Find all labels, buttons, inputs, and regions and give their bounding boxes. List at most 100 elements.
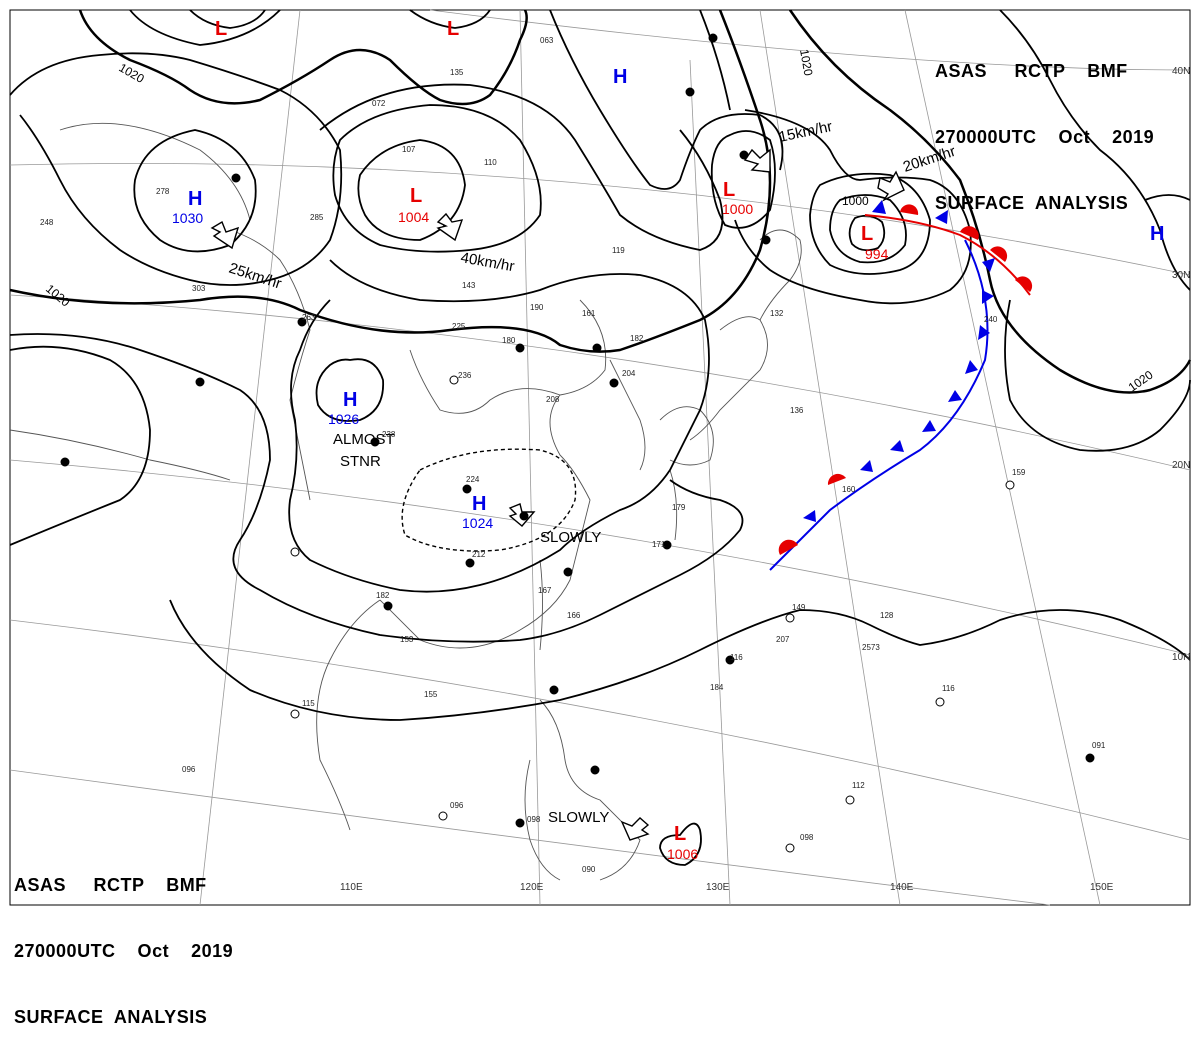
lon-label: 110E xyxy=(340,882,363,893)
station-label: 171 xyxy=(652,540,666,549)
station-label: 182 xyxy=(376,591,390,600)
header-line-3: SURFACE ANALYSIS xyxy=(14,1007,208,1027)
station-label: 128 xyxy=(880,611,894,620)
station-label: 278 xyxy=(156,187,170,196)
isobar xyxy=(9,333,744,643)
isobar xyxy=(1004,299,1191,452)
high-pressure-value: 1026 xyxy=(328,411,359,427)
station-label: 096 xyxy=(182,765,196,774)
isobar xyxy=(189,9,266,29)
header-line-2: 270000UTC Oct 2019 xyxy=(935,127,1155,147)
lon-label: 120E xyxy=(520,882,544,893)
front-warm-symbols xyxy=(778,204,1033,555)
lon-label: 130E xyxy=(706,882,730,893)
station-label: 116 xyxy=(942,684,955,693)
isobar xyxy=(409,9,491,29)
lat-label: 20N xyxy=(1172,460,1190,471)
station-label: 159 xyxy=(1012,468,1026,477)
station-label: 116 xyxy=(730,653,743,662)
motion-speed-label: ALMOST xyxy=(333,431,395,448)
station-label: 098 xyxy=(800,833,814,842)
isobar xyxy=(9,52,343,286)
station-label: 179 xyxy=(672,503,686,512)
isobar xyxy=(999,9,1191,291)
isobar xyxy=(133,129,257,253)
high-symbol: H xyxy=(1150,223,1164,245)
motion-speed-label: STNR xyxy=(340,453,381,470)
isobar xyxy=(401,448,577,552)
station-label: 143 xyxy=(462,281,476,290)
station-label: 096 xyxy=(450,801,464,810)
low-pressure-value: 1004 xyxy=(398,209,429,225)
station-label: 180 xyxy=(502,336,516,345)
isobar xyxy=(288,259,710,593)
motion-speed-label: SLOWLY xyxy=(540,529,601,546)
station-label: 224 xyxy=(466,475,480,484)
station-label: 236 xyxy=(458,371,472,380)
station-label: 110 xyxy=(484,158,497,167)
isobars xyxy=(9,9,1192,866)
coastlines xyxy=(9,122,802,881)
station-label: 184 xyxy=(710,683,724,692)
isobar xyxy=(315,358,384,422)
isobar xyxy=(1144,194,1191,201)
station-label: 248 xyxy=(40,218,54,227)
station-label: 072 xyxy=(372,99,386,108)
header-line-1: ASAS RCTP BMF xyxy=(14,875,207,895)
station-label: 238 xyxy=(382,430,396,439)
station-label: 303 xyxy=(192,284,206,293)
header-line-3: SURFACE ANALYSIS xyxy=(935,193,1129,213)
lon-label: 140E xyxy=(890,882,914,893)
lat-label: 40N xyxy=(1172,66,1190,77)
station-label: 090 xyxy=(582,865,596,874)
weather-map: 1020 1020 1020 1020 1000 L L H H 1030 L … xyxy=(9,9,1192,906)
station-label: 212 xyxy=(472,550,486,559)
station-label: 208 xyxy=(546,395,560,404)
isobar xyxy=(848,214,886,252)
lon-label: 150E xyxy=(1090,882,1114,893)
station-label: 132 xyxy=(770,309,784,318)
station-label: 204 xyxy=(622,369,636,378)
station-label: 155 xyxy=(424,690,438,699)
low-symbol: L xyxy=(215,18,227,40)
isobar xyxy=(788,9,1192,394)
chart-header-top: ASAS RCTP BMF 270000UTC Oct 2019 SURFACE… xyxy=(935,16,1154,236)
isobar xyxy=(169,599,1191,721)
low-pressure-value: 1000 xyxy=(722,201,753,217)
low-symbol: L xyxy=(410,185,422,207)
station-label: 161 xyxy=(582,309,596,318)
station-label: 190 xyxy=(530,303,544,312)
isobar xyxy=(9,345,151,546)
station-label: 2573 xyxy=(862,643,880,652)
isobar xyxy=(332,104,542,253)
station-label: 285 xyxy=(310,213,324,222)
station-markers xyxy=(60,33,1095,853)
station-label: 166 xyxy=(567,611,581,620)
low-pressure-value: 994 xyxy=(865,246,889,262)
low-pressure-value: 1006 xyxy=(667,846,698,862)
station-label: 182 xyxy=(630,334,644,343)
isobar xyxy=(710,130,776,229)
station-label: 112 xyxy=(852,781,865,790)
station-label: 091 xyxy=(1092,741,1106,750)
station-label: 115 xyxy=(302,699,315,708)
isobar xyxy=(78,9,528,106)
station-label: 063 xyxy=(540,36,554,45)
isobar xyxy=(549,9,784,190)
station-label: 098 xyxy=(527,815,541,824)
lat-label: 30N xyxy=(1172,270,1190,281)
station-label: 263 xyxy=(302,313,316,322)
motion-speed-label: SLOWLY xyxy=(548,809,609,826)
high-pressure-value: 1024 xyxy=(462,515,493,531)
low-symbol: L xyxy=(723,179,735,201)
map-border xyxy=(9,9,1191,906)
station-label: 136 xyxy=(790,406,804,415)
isobar xyxy=(357,139,466,241)
low-symbol: L xyxy=(674,823,686,845)
isobar xyxy=(659,822,702,866)
high-symbol: H xyxy=(188,188,202,210)
station-label: 107 xyxy=(402,145,416,154)
high-pressure-value: 1030 xyxy=(172,210,203,226)
isobar-label: 1000 xyxy=(842,194,869,208)
station-label: 240 xyxy=(984,315,998,324)
